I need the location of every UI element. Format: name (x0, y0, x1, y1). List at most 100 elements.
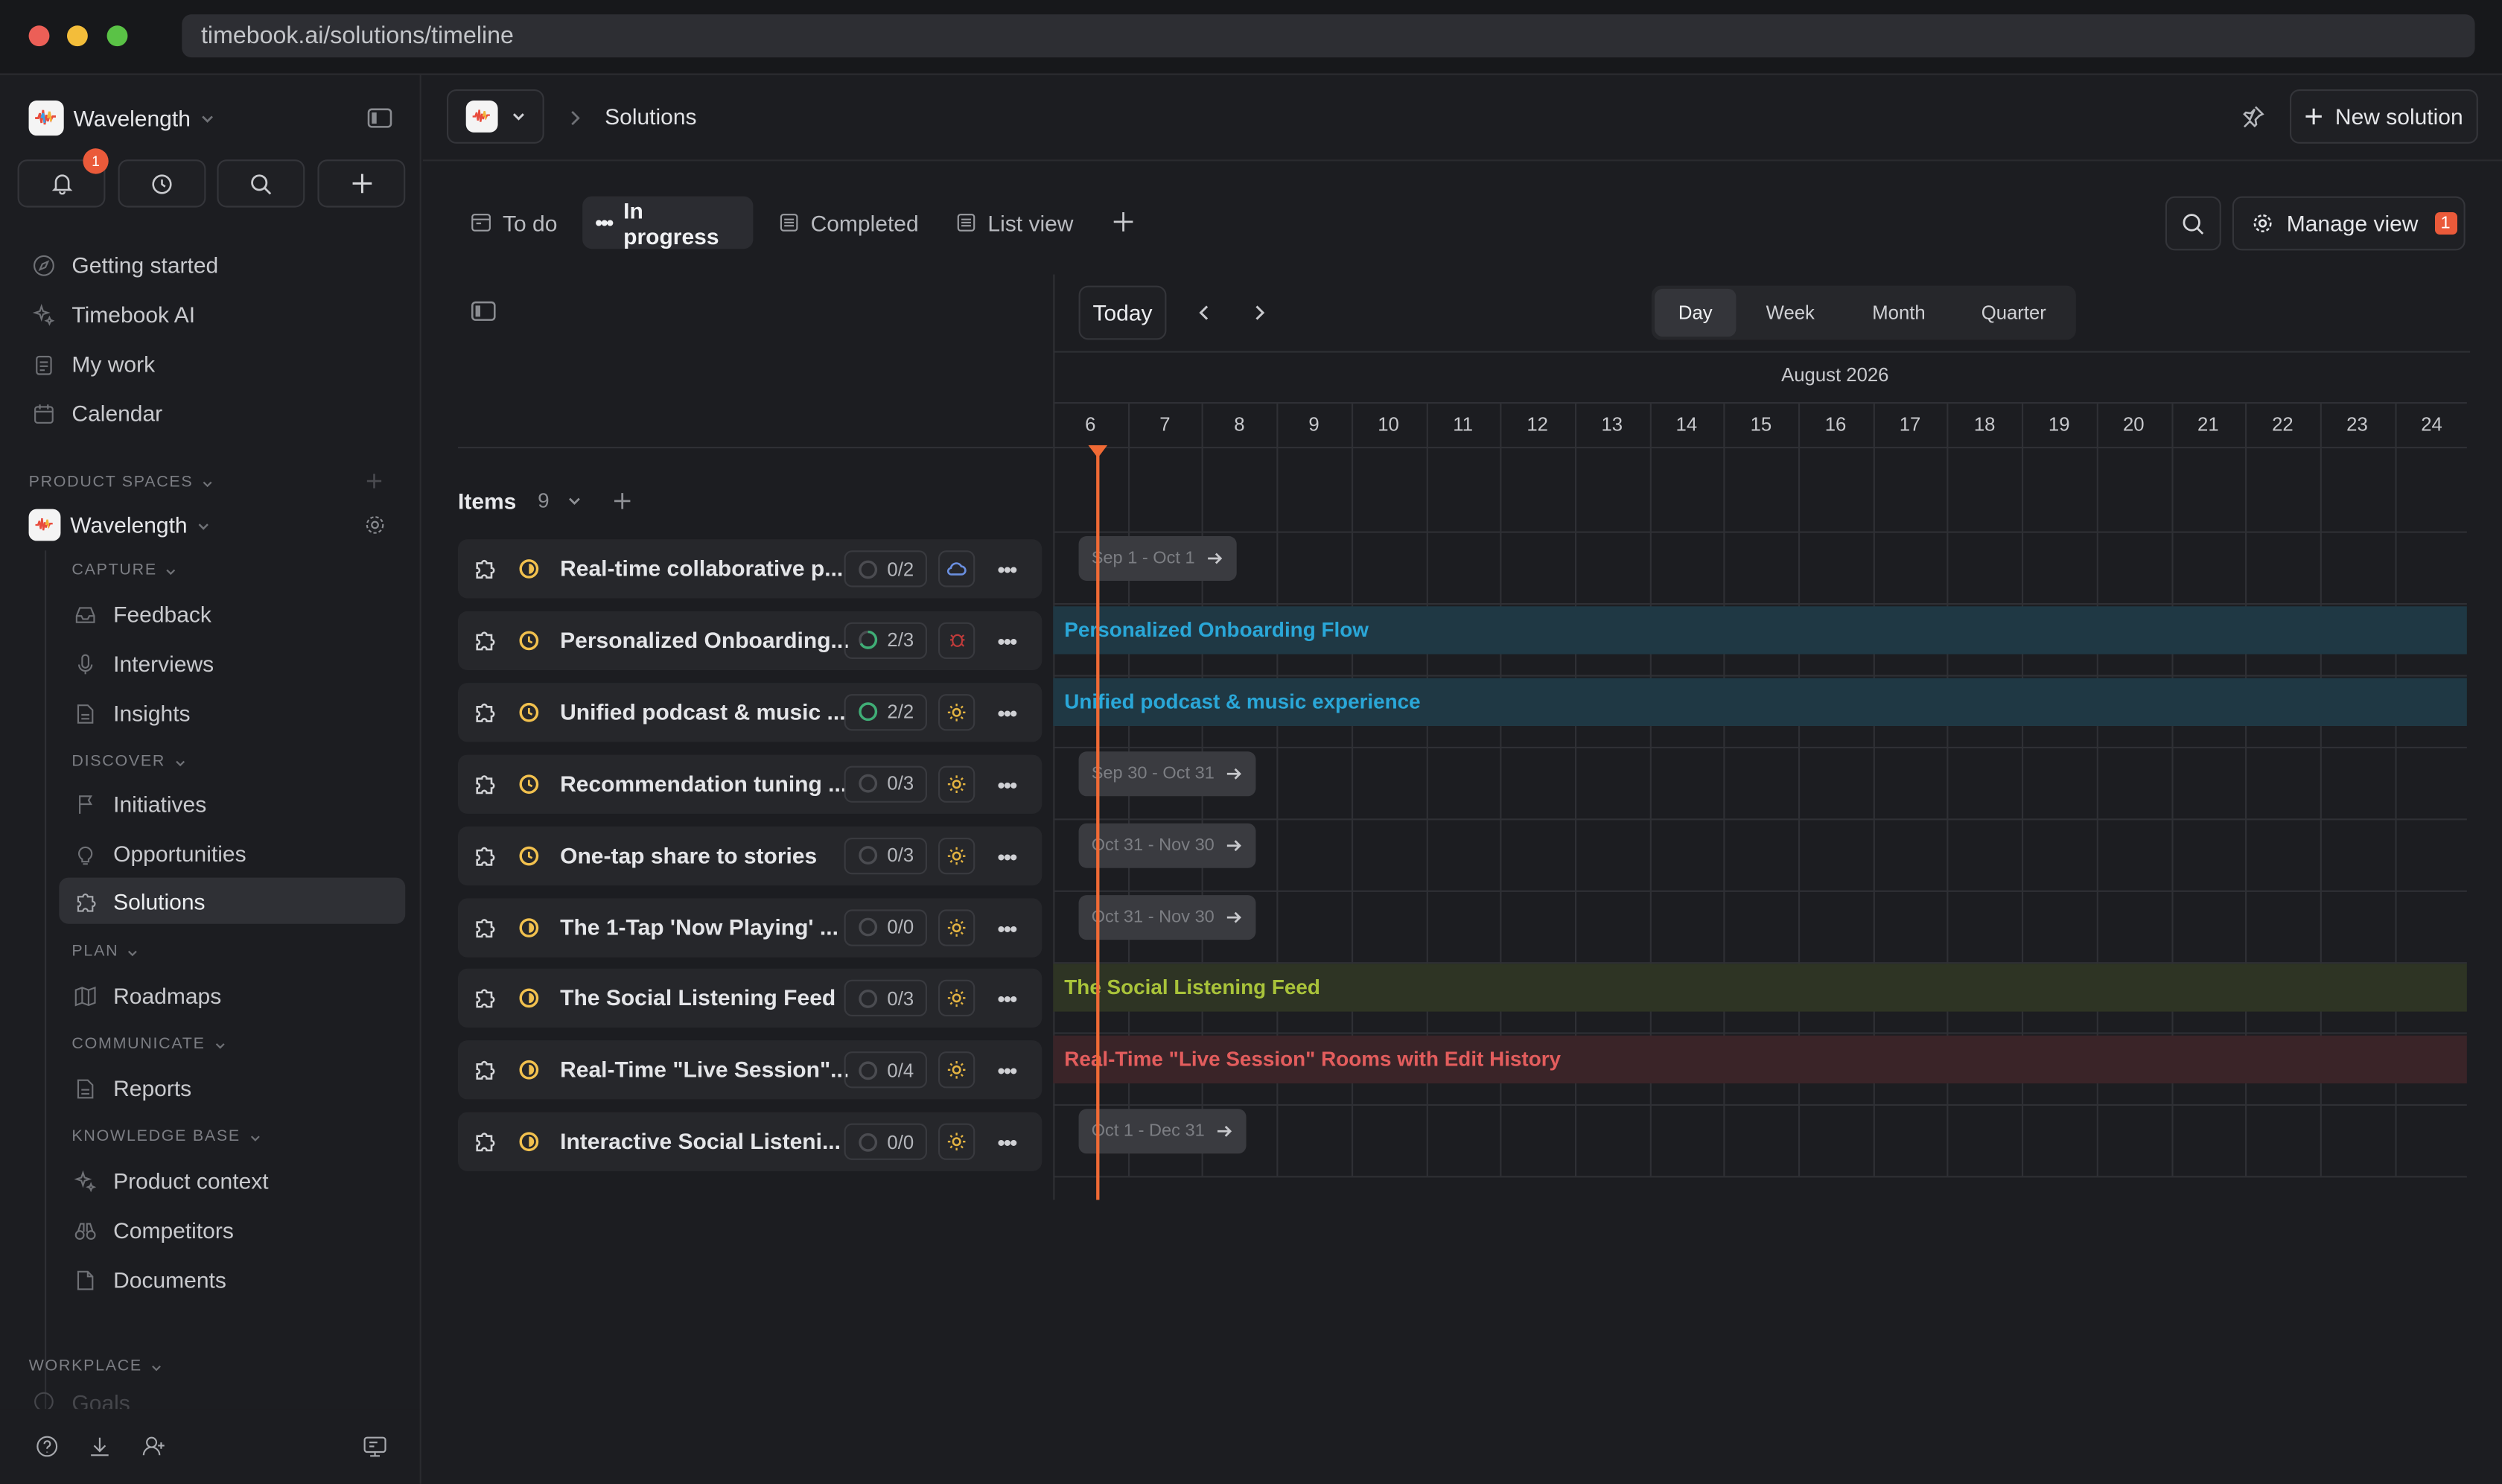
more-options-icon[interactable]: ••• (997, 771, 1017, 797)
nav-insights[interactable]: Insights (74, 694, 191, 732)
minimize-window-button[interactable] (67, 25, 88, 47)
progress-pill[interactable]: 0/0 (844, 1123, 927, 1161)
sun-icon[interactable] (938, 908, 975, 946)
more-options-icon[interactable]: ••• (997, 628, 1017, 655)
date-range-chip[interactable]: Oct 31 - Nov 30 (1078, 822, 1256, 867)
nav-interviews[interactable]: Interviews (74, 645, 214, 683)
breadcrumb-current[interactable]: Solutions (605, 104, 697, 130)
timeline-bar[interactable]: Personalized Onboarding Flow (1053, 606, 2467, 655)
list-item[interactable]: Personalized Onboarding... 2/3 ••• (458, 611, 1042, 670)
space-settings-button[interactable] (364, 514, 386, 536)
progress-pill[interactable]: 2/3 (844, 622, 927, 659)
sidebar-toggle-icon[interactable] (367, 107, 392, 130)
sun-icon[interactable] (938, 837, 975, 874)
close-window-button[interactable] (28, 25, 50, 47)
sun-icon[interactable] (938, 1051, 975, 1089)
date-range-chip[interactable]: Oct 31 - Nov 30 (1078, 894, 1256, 940)
tab-completed[interactable]: Completed (766, 197, 932, 249)
discover-section-label[interactable]: DISCOVER (71, 753, 186, 771)
nav-timebook-ai[interactable]: Timebook AI (32, 295, 195, 333)
more-options-icon[interactable]: ••• (997, 1058, 1017, 1084)
nav-reports[interactable]: Reports (74, 1069, 191, 1107)
progress-pill[interactable]: 0/3 (844, 980, 927, 1017)
progress-pill[interactable]: 2/2 (844, 693, 927, 730)
view-search-button[interactable] (2165, 196, 2221, 251)
today-button[interactable]: Today (1078, 285, 1167, 340)
add-view-button[interactable] (1112, 211, 1135, 233)
item-title[interactable]: Real-time collaborative p... (560, 555, 844, 581)
progress-pill[interactable]: 0/0 (844, 908, 927, 946)
status-icon[interactable] (518, 774, 539, 794)
date-range-chip[interactable]: Sep 30 - Oct 31 (1078, 751, 1256, 796)
item-title[interactable]: Recommendation tuning ... (560, 770, 847, 796)
help-button[interactable] (35, 1434, 59, 1458)
plan-section-label[interactable]: PLAN (71, 943, 139, 961)
new-solution-button[interactable]: New solution (2290, 89, 2478, 144)
more-options-icon[interactable]: ••• (997, 556, 1017, 583)
item-title[interactable]: The 1-Tap 'Now Playing' ... (560, 913, 838, 940)
sun-icon[interactable] (938, 765, 975, 803)
list-item[interactable]: The Social Listening Feed 0/3 ••• (458, 969, 1042, 1028)
item-title[interactable]: The Social Listening Feed (560, 984, 836, 1011)
maximize-window-button[interactable] (106, 25, 128, 47)
next-button[interactable] (1251, 303, 1267, 322)
tab-to-do[interactable]: To do (458, 197, 570, 249)
more-options-icon[interactable]: ••• (997, 987, 1017, 1013)
progress-pill[interactable]: 0/3 (844, 765, 927, 803)
download-button[interactable] (88, 1434, 112, 1458)
workplace-section-label[interactable]: WORKPLACE (29, 1358, 163, 1375)
search-button[interactable] (217, 159, 305, 208)
progress-pill[interactable]: 0/2 (844, 550, 927, 587)
address-bar[interactable]: timebook.ai/solutions/timeline (182, 14, 2475, 58)
status-icon[interactable] (518, 558, 539, 579)
item-title[interactable]: One-tap share to stories (560, 841, 818, 867)
date-range-chip[interactable]: Oct 1 - Dec 31 (1078, 1109, 1247, 1154)
communicate-section-label[interactable]: COMMUNICATE (71, 1036, 226, 1053)
space-wavelength[interactable]: Wavelength (28, 507, 211, 542)
scale-month[interactable]: Month (1872, 302, 1926, 324)
status-icon[interactable] (518, 845, 539, 866)
item-title[interactable]: Interactive Social Listeni... (560, 1128, 841, 1154)
status-icon[interactable] (518, 1132, 539, 1153)
status-icon[interactable] (518, 701, 539, 722)
nav-goals[interactable]: Goals (32, 1389, 130, 1412)
panel-toggle-button[interactable] (471, 300, 496, 322)
prev-button[interactable] (1197, 303, 1212, 322)
status-icon[interactable] (518, 630, 539, 651)
timeline-bar[interactable]: Unified podcast & music experience (1053, 678, 2467, 726)
tab-in-progress[interactable]: ••• In progress (582, 196, 754, 249)
status-icon[interactable] (518, 917, 539, 937)
sun-icon[interactable] (938, 693, 975, 730)
capture-section-label[interactable]: CAPTURE (71, 561, 177, 579)
nav-calendar[interactable]: Calendar (32, 394, 162, 432)
nav-my-work[interactable]: My work (32, 345, 155, 383)
notifications-button[interactable]: 1 (17, 148, 109, 208)
product-spaces-label[interactable]: PRODUCT SPACES (29, 474, 214, 491)
progress-pill[interactable]: 0/4 (844, 1051, 927, 1089)
tab-list-view[interactable]: List view (943, 197, 1086, 249)
feedback-widget-button[interactable] (362, 1434, 387, 1458)
list-item[interactable]: The 1-Tap 'Now Playing' ... 0/0 ••• (458, 897, 1042, 957)
nav-initiatives[interactable]: Initiatives (74, 785, 206, 823)
timeline-bar[interactable]: The Social Listening Feed (1053, 964, 2467, 1013)
invite-user-button[interactable] (142, 1434, 168, 1458)
nav-solutions[interactable]: Solutions (74, 882, 206, 920)
progress-pill[interactable]: 0/3 (844, 837, 927, 874)
more-options-icon[interactable]: ••• (997, 700, 1017, 726)
item-title[interactable]: Personalized Onboarding... (560, 626, 850, 653)
bug-icon[interactable] (938, 622, 975, 659)
manage-view-button[interactable]: Manage view 1 (2232, 196, 2466, 251)
space-switcher-button[interactable] (447, 89, 544, 144)
nav-opportunities[interactable]: Opportunities (74, 835, 246, 873)
add-space-button[interactable] (366, 472, 383, 490)
more-options-icon[interactable]: ••• (997, 843, 1017, 869)
nav-competitors[interactable]: Competitors (74, 1211, 234, 1249)
add-item-button[interactable] (613, 491, 632, 511)
cloud-icon[interactable] (938, 550, 975, 587)
nav-feedback[interactable]: Feedback (74, 595, 211, 633)
list-item[interactable]: Interactive Social Listeni... 0/0 ••• (458, 1112, 1042, 1172)
workspace-switcher[interactable]: Wavelength (28, 101, 217, 136)
pin-button[interactable] (2241, 104, 2266, 129)
timeline-bar[interactable]: Real-Time "Live Session" Rooms with Edit… (1053, 1036, 2467, 1084)
status-icon[interactable] (518, 988, 539, 1009)
